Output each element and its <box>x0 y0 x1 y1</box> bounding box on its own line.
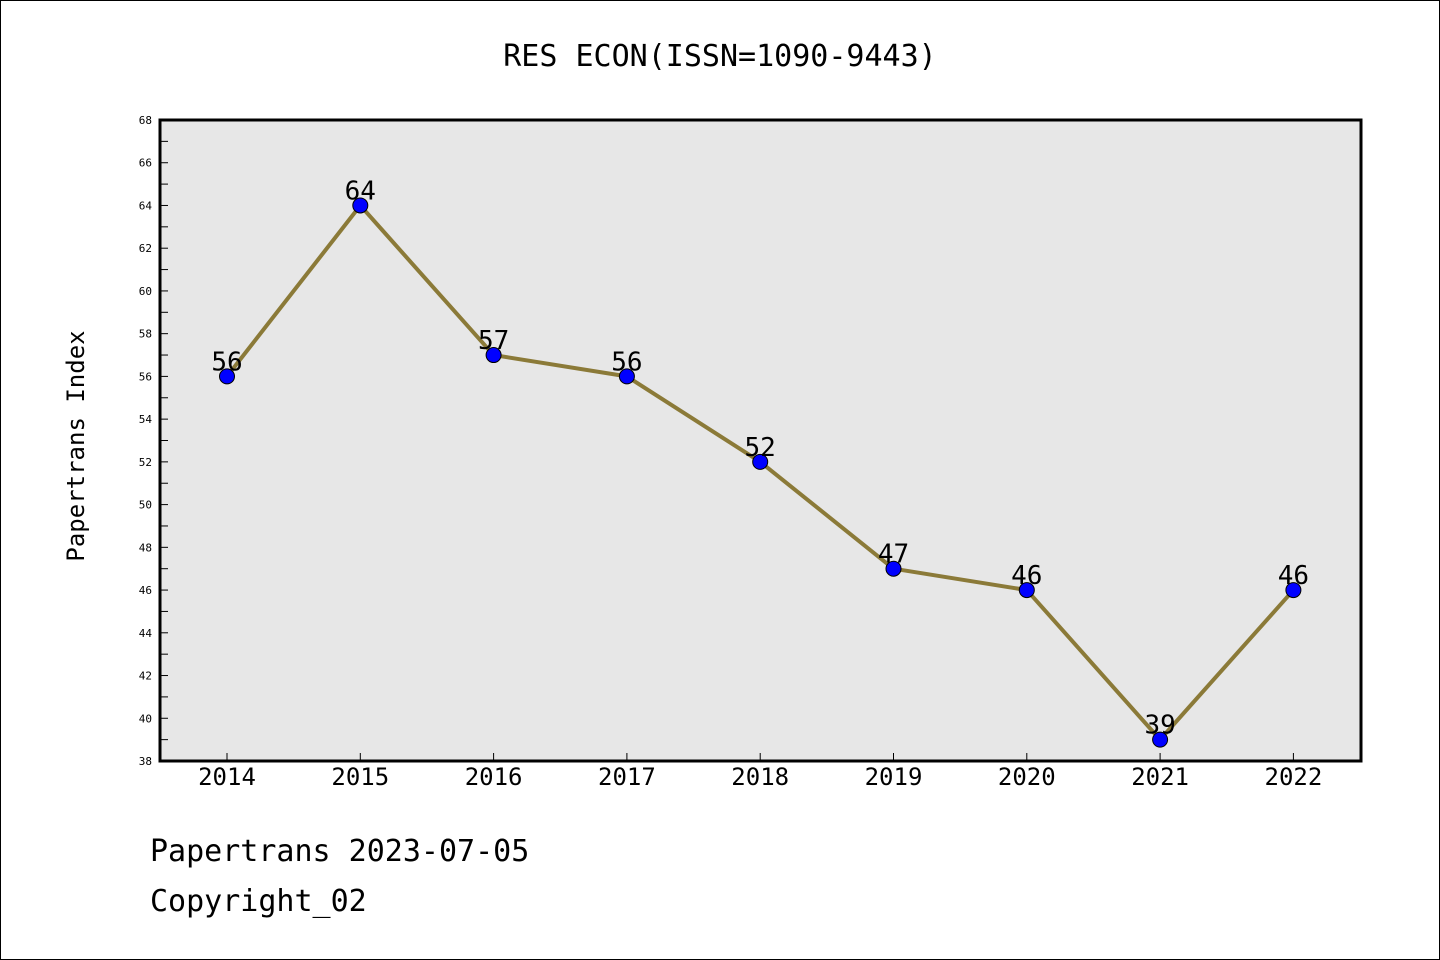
y-tick-label: 44 <box>139 627 153 640</box>
data-point <box>1285 582 1302 599</box>
data-point <box>485 347 502 364</box>
y-tick-label: 40 <box>139 712 152 725</box>
data-point <box>1018 582 1035 599</box>
data-label: 56 <box>611 347 642 377</box>
x-tick-label: 2019 <box>865 763 923 791</box>
y-tick-label: 62 <box>139 242 152 255</box>
x-tick-label: 2014 <box>198 763 256 791</box>
y-tick-label: 68 <box>139 114 152 127</box>
data-point <box>352 197 369 214</box>
data-labels: 56 64 57 56 52 47 46 39 46 <box>211 176 1309 740</box>
data-point <box>618 368 635 385</box>
y-tick-label: 64 <box>139 199 153 212</box>
data-label: 57 <box>478 326 509 356</box>
data-points <box>219 197 1302 748</box>
data-label: 64 <box>345 176 376 206</box>
y-axis-label: Papertrans Index <box>62 330 90 561</box>
x-tick-label: 2015 <box>331 763 389 791</box>
data-label: 46 <box>1011 561 1042 591</box>
y-tick-label: 48 <box>139 541 152 554</box>
y-tick-label: 60 <box>139 285 152 298</box>
data-point <box>752 453 769 470</box>
y-tick-label: 52 <box>139 456 152 469</box>
footer-date: Papertrans 2023-07-05 <box>150 834 530 869</box>
data-label: 52 <box>745 433 776 463</box>
y-tick-label: 66 <box>139 157 152 170</box>
x-axis: 2014 2015 2016 2017 2018 2019 2020 2021 2022 <box>198 753 1322 791</box>
x-tick-label: 2016 <box>465 763 523 791</box>
y-tick-label: 46 <box>139 584 152 597</box>
plot-area <box>158 118 1363 763</box>
y-tick-label: 58 <box>139 328 152 341</box>
data-point <box>219 368 235 385</box>
x-tick-label: 2022 <box>1265 763 1323 791</box>
data-point <box>885 560 902 577</box>
y-tick-label: 50 <box>139 499 152 512</box>
data-label: 56 <box>211 347 242 377</box>
x-tick-label: 2017 <box>598 763 656 791</box>
data-label: 46 <box>1278 561 1309 591</box>
data-label: 47 <box>878 540 909 570</box>
y-axis: 38 40 42 44 46 48 50 52 54 56 58 60 62 64 66 68 <box>139 114 168 768</box>
footer-copyright: Copyright_02 <box>150 884 367 919</box>
y-tick-label: 42 <box>139 670 152 683</box>
data-point <box>1152 731 1169 748</box>
x-tick-label: 2018 <box>731 763 789 791</box>
y-tick-label: 56 <box>139 370 152 383</box>
x-tick-label: 2021 <box>1131 763 1189 791</box>
y-tick-label: 38 <box>139 755 152 768</box>
y-tick-label: 54 <box>139 413 153 426</box>
data-label: 39 <box>1144 711 1175 741</box>
chart-title: RES ECON(ISSN=1090-9443) <box>503 39 936 74</box>
x-tick-label: 2020 <box>998 763 1056 791</box>
